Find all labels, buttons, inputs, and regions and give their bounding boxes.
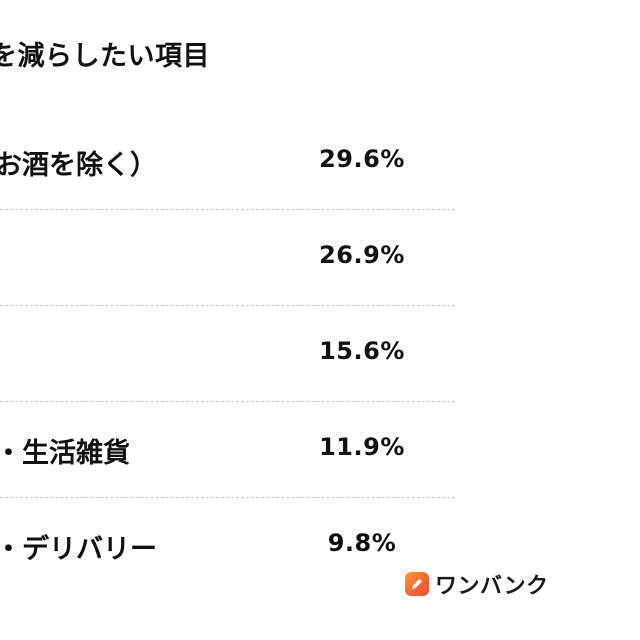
- page-title: を減らしたい項目: [0, 41, 210, 72]
- item-percentage: 29.6%: [319, 145, 405, 173]
- item-percentage: 15.6%: [319, 337, 405, 365]
- brand-name: ワンバンク: [435, 574, 549, 599]
- item-percentage: 26.9%: [319, 241, 405, 269]
- item-percentage: 11.9%: [319, 433, 405, 461]
- table-row: ・デリバリー 9.8%: [0, 498, 455, 593]
- pencil-icon: [405, 572, 429, 596]
- table-row: ・生活雑貨 11.9%: [0, 402, 455, 498]
- brand-logo: ワンバンク: [405, 568, 549, 600]
- table-row: 26.9%: [0, 210, 455, 306]
- item-label: ・生活雑貨: [0, 438, 130, 469]
- item-label: ・デリバリー: [0, 534, 157, 565]
- table-row: 15.6%: [0, 306, 455, 402]
- ranking-table: お酒を除く） 29.6% 26.9% 15.6% ・生活雑貨 11.9% ・デリ…: [0, 114, 455, 593]
- table-row: お酒を除く） 29.6%: [0, 114, 455, 210]
- item-label: お酒を除く）: [0, 150, 157, 181]
- item-percentage: 9.8%: [327, 529, 397, 557]
